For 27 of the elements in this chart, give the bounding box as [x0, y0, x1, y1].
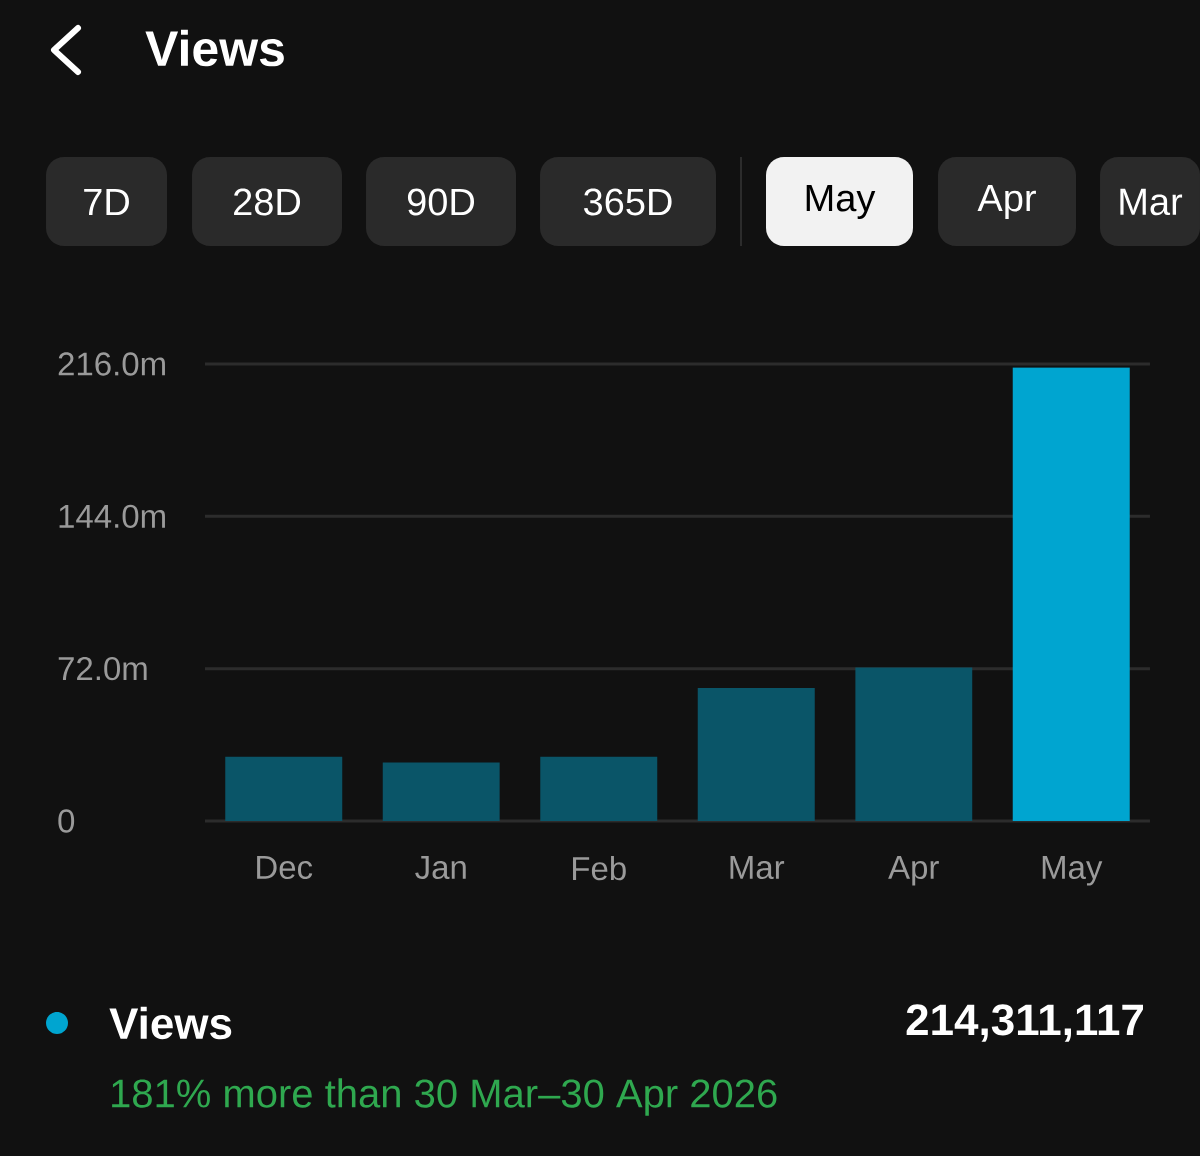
x-tick-label: May: [1042, 856, 1103, 886]
text: 181% more than 30 Mar–30 Apr 2026: [112, 1078, 777, 1116]
bar: [225, 756, 343, 821]
legend-label: Views: [109, 1006, 232, 1040]
bar: [382, 762, 500, 821]
text: May: [806, 184, 876, 219]
text: 28D: [234, 188, 301, 216]
y-tick-label: 144.0m: [59, 504, 165, 528]
x-tick-label: Dec: [257, 856, 313, 880]
bar: [1012, 367, 1130, 821]
text: Mar: [1120, 188, 1183, 216]
bar: [855, 667, 973, 821]
x-tick-label: Apr: [888, 856, 939, 886]
text: Apr: [977, 184, 1036, 219]
text: 90D: [407, 188, 475, 216]
text: 365D: [584, 188, 672, 216]
bar: [540, 756, 658, 821]
chart-title: Views: [145, 29, 284, 67]
y-tick-label: 0: [58, 809, 75, 833]
x-tick-label: Jan: [415, 856, 466, 880]
x-tick-label: Mar: [730, 856, 785, 880]
text: 7D: [84, 188, 129, 216]
x-tick-label: Feb: [573, 856, 626, 881]
text: 214,311,117: [906, 1004, 1143, 1042]
y-tick-label: 216.0m: [58, 352, 165, 376]
y-tick-label: 72.0m: [58, 656, 147, 681]
bar: [697, 687, 815, 821]
